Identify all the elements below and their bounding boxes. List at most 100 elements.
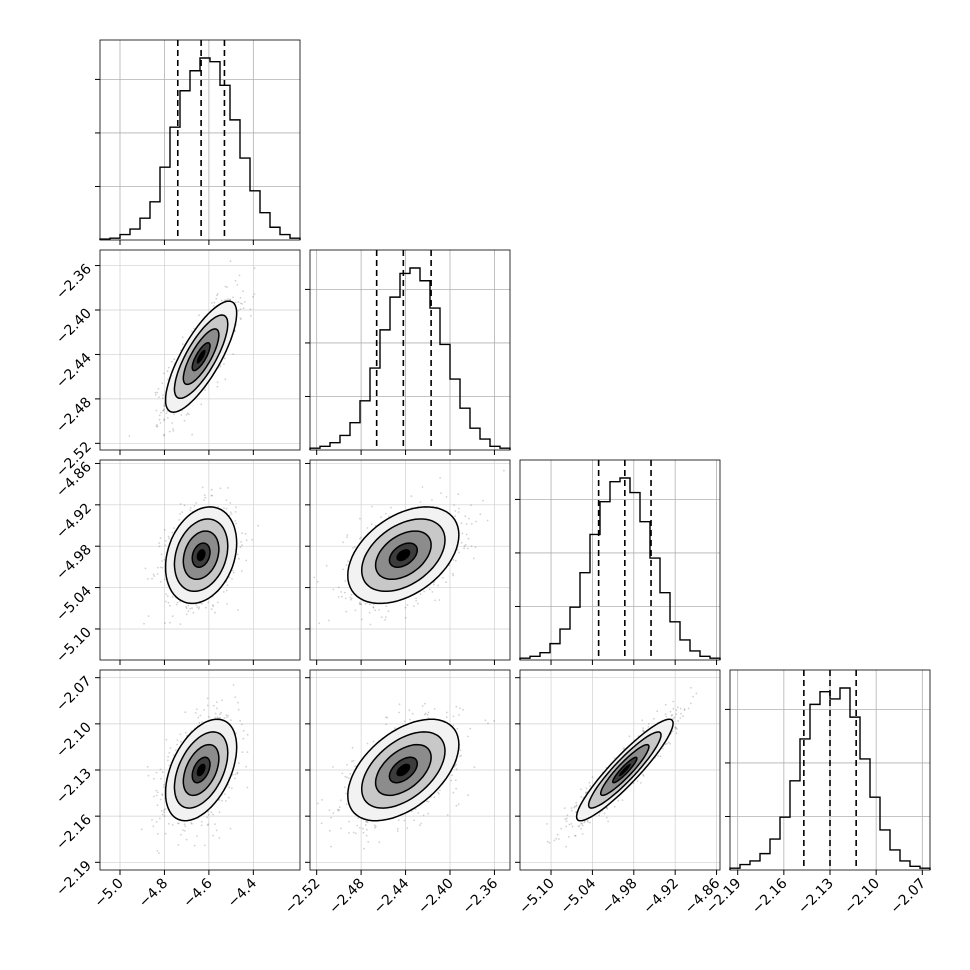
pair-panel-1-4 (100, 670, 300, 870)
sample-point (196, 835, 198, 837)
sample-point (238, 274, 241, 277)
sample-point (214, 611, 217, 614)
sample-point (461, 532, 464, 535)
sample-point (161, 382, 164, 384)
sample-point (473, 766, 476, 769)
sample-point (181, 511, 184, 513)
sample-point (374, 825, 377, 828)
sample-point (189, 507, 192, 509)
sample-point (235, 522, 238, 525)
sample-point (218, 837, 221, 839)
sample-point (603, 812, 606, 815)
sample-point (226, 603, 229, 605)
sample-point (223, 357, 226, 360)
sample-point (437, 584, 439, 587)
sample-point (378, 841, 381, 844)
sample-point (378, 609, 380, 611)
sample-point (453, 504, 455, 506)
sample-point (452, 559, 455, 561)
sample-point (195, 708, 198, 711)
sample-point (161, 793, 164, 796)
sample-point (598, 814, 600, 817)
sample-point (463, 545, 466, 548)
panel-frame (309, 249, 511, 451)
sample-point (237, 701, 239, 704)
sample-point (346, 534, 349, 536)
sample-point (330, 816, 332, 819)
sample-point (431, 499, 433, 501)
sample-point (163, 558, 166, 561)
sample-point (456, 548, 459, 551)
sample-point (181, 343, 184, 345)
sample-point (160, 411, 162, 414)
sample-point (189, 509, 192, 512)
histogram-step (99, 57, 301, 240)
sample-point (210, 811, 213, 814)
sample-point (185, 731, 187, 734)
sample-point (464, 544, 467, 546)
sample-point (351, 760, 353, 763)
sample-point (220, 711, 223, 714)
sample-point (167, 535, 170, 538)
sample-point (174, 749, 177, 751)
sample-point (213, 301, 216, 304)
contour-line (164, 300, 238, 413)
sample-point (458, 551, 460, 554)
sample-point (388, 515, 390, 518)
contour-line (374, 530, 432, 581)
sample-point (179, 733, 182, 736)
sample-point (474, 546, 477, 549)
sample-point (669, 742, 671, 745)
sample-point (452, 574, 455, 577)
sample-point (355, 832, 357, 835)
sample-point (242, 737, 245, 740)
sample-point (372, 740, 375, 743)
sample-point (465, 523, 468, 525)
sample-point (404, 616, 407, 619)
sample-point (332, 766, 334, 768)
sample-point (237, 301, 240, 304)
sample-point (206, 697, 209, 700)
sample-point (372, 606, 375, 608)
pair-panel-1-3 (100, 460, 300, 660)
sample-point (361, 618, 363, 621)
sample-point (220, 299, 223, 302)
sample-point (362, 831, 365, 834)
sample-point (257, 524, 259, 527)
sample-point (234, 511, 237, 513)
sample-point (168, 537, 170, 540)
sample-point (153, 575, 156, 577)
sample-point (216, 701, 218, 703)
sample-point (445, 711, 448, 714)
sample-point (166, 417, 169, 419)
sample-point (467, 547, 469, 550)
sample-point (431, 591, 434, 593)
sample-point (227, 298, 229, 300)
sample-point (162, 409, 165, 412)
sample-point (398, 703, 401, 706)
sample-point (163, 815, 166, 817)
panel-frame (309, 459, 511, 661)
sample-point (236, 284, 239, 286)
sample-point (198, 721, 201, 724)
sample-point (487, 722, 489, 725)
sample-point (183, 823, 186, 826)
sample-point (343, 786, 346, 789)
sample-point (224, 378, 227, 381)
sample-point (230, 513, 233, 515)
sample-point (165, 593, 168, 596)
sample-point (563, 807, 566, 809)
sample-point (369, 623, 372, 626)
sample-point (340, 827, 342, 830)
sample-point (455, 804, 458, 807)
sample-point (128, 435, 131, 437)
contour-line (164, 506, 238, 605)
sample-point (613, 805, 616, 808)
sample-point (674, 726, 677, 729)
sample-point (155, 794, 158, 797)
sample-point (193, 844, 196, 847)
sample-point (404, 606, 407, 609)
sample-point (224, 800, 227, 802)
sample-point (344, 775, 347, 778)
sample-point (371, 505, 373, 508)
